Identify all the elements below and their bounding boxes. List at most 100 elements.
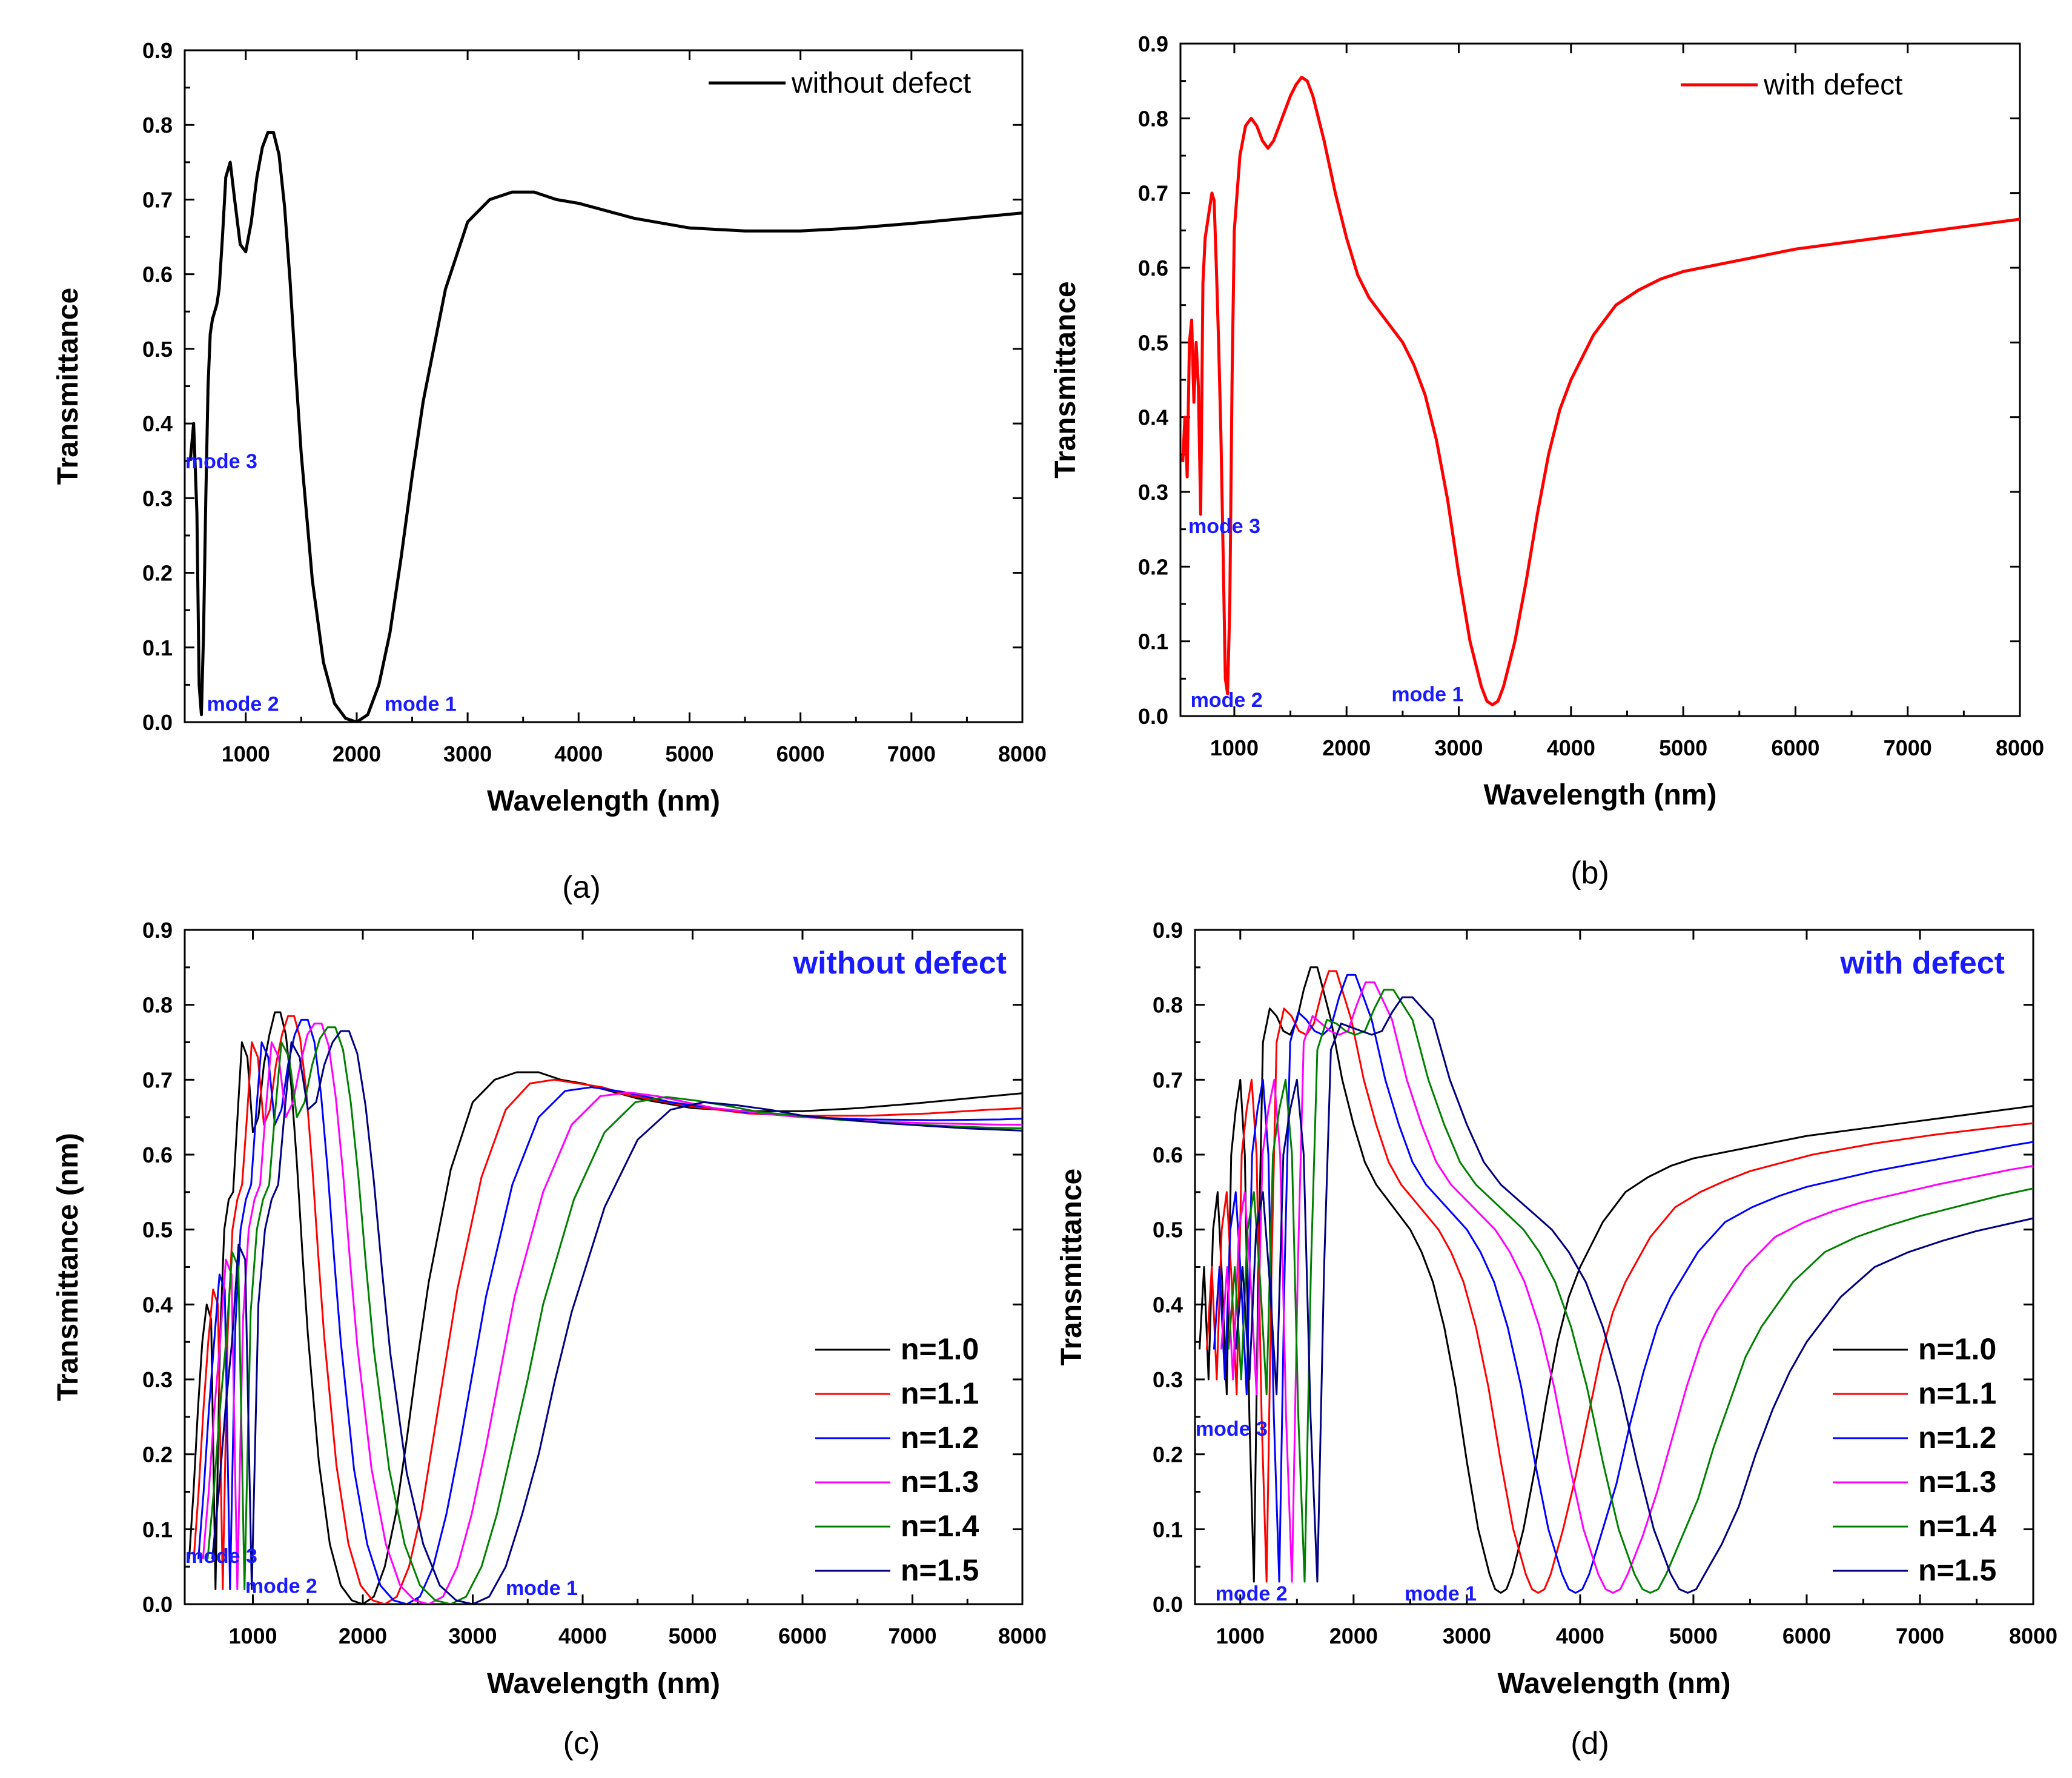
x-tick-label: 3000	[1443, 1624, 1491, 1648]
x-axis-title: Wavelength (nm)	[487, 1668, 720, 1700]
x-tick-label: 4000	[554, 741, 603, 766]
y-tick-label: 0.1	[1153, 1517, 1183, 1542]
y-tick-label: 0.3	[1153, 1367, 1183, 1392]
y-tick-label: 0.1	[142, 1517, 173, 1542]
legend: with defect n=1.0 n=1.1 n=1.2 n=1.3 n=1.4 n=1.…	[1833, 946, 2005, 1587]
y-tick-label: 0.4	[1153, 1292, 1183, 1317]
y-tick-label: 0.7	[1138, 181, 1168, 206]
y-tick-label: 0.1	[1138, 629, 1168, 654]
series-line-n=1.1	[1206, 970, 2033, 1594]
x-tick-label: 2000	[339, 1624, 387, 1648]
x-tick-label: 7000	[887, 741, 936, 766]
y-tick-label: 0.6	[1153, 1143, 1183, 1167]
x-tick-label: 2000	[333, 741, 381, 766]
y-tick-label: 0.5	[142, 337, 173, 362]
series-line-without defect	[188, 131, 1022, 722]
y-axis-title: Transmittance	[52, 288, 84, 485]
x-tick-label: 4000	[1556, 1624, 1604, 1648]
legend-entry: n=1.4	[901, 1509, 979, 1543]
x-tick-label: 1000	[222, 741, 270, 766]
legend-entry: n=1.3	[1918, 1465, 1996, 1499]
x-tick-label: 8000	[2009, 1624, 2057, 1648]
panel-label-a: (a)	[562, 870, 601, 905]
x-axis-title: Wavelength (nm)	[1498, 1668, 1731, 1700]
x-tick-label: 7000	[1884, 735, 1932, 760]
x-tick-label: 6000	[1782, 1624, 1831, 1648]
legend-entry: n=1.5	[1918, 1553, 1996, 1587]
mode-annotation: mode 3	[185, 450, 257, 473]
y-tick-label: 0.4	[1138, 405, 1168, 430]
series-group	[188, 131, 1022, 722]
x-axis-title: Wavelength (nm)	[487, 785, 720, 817]
legend-entry: with defect	[1763, 69, 1902, 101]
x-tick-label: 6000	[778, 1624, 827, 1648]
series-line-n=1.4	[207, 1026, 1022, 1604]
y-tick-label: 0.4	[142, 411, 173, 436]
mode-annotation: mode 1	[1391, 683, 1463, 706]
x-tick-label: 8000	[998, 1624, 1047, 1648]
series-line-n=1.4	[1227, 989, 2033, 1594]
y-tick-label: 0.7	[142, 187, 173, 212]
y-tick-label: 0.5	[1153, 1218, 1183, 1242]
series-group	[188, 1011, 1022, 1604]
x-tick-label: 8000	[998, 741, 1047, 766]
legend-entry: n=1.0	[1918, 1332, 1996, 1366]
y-tick-label: 0.6	[1138, 256, 1168, 280]
series-line-n=1.0	[1199, 966, 2033, 1594]
y-tick-label: 0.7	[142, 1067, 173, 1092]
y-tick-label: 0.3	[1138, 480, 1168, 505]
legend-entry: n=1.1	[901, 1376, 979, 1410]
mode-annotation: mode 1	[506, 1577, 578, 1600]
x-tick-label: 1000	[1210, 735, 1259, 760]
legend: without defect n=1.0 n=1.1 n=1.2 n=1.3 n=1.4 n…	[793, 946, 1007, 1587]
x-tick-label: 5000	[668, 1624, 717, 1648]
x-axis-title: Wavelength (nm)	[1484, 779, 1717, 811]
y-tick-label: 0.0	[1153, 1592, 1183, 1617]
mode-annotation: mode 3	[1196, 1418, 1268, 1441]
x-tick-label: 7000	[1896, 1624, 1944, 1648]
panel-d: 1000 2000 3000 4000 5000 6000 7000 8000 0.0 0.1 0.…	[1056, 918, 2057, 1700]
y-tick-label: 0.2	[1138, 554, 1168, 579]
panel-label-b: (b)	[1571, 855, 1609, 891]
x-tick-label: 3000	[1434, 735, 1483, 760]
y-tick-label: 0.9	[1138, 32, 1168, 56]
panel-a: 1000 2000 3000 4000 5000 6000 7000 8000 0.0 0.1 0.…	[52, 38, 1047, 817]
legend-entry: n=1.2	[1918, 1421, 1996, 1455]
y-axis-title: Transmittance	[1050, 281, 1082, 478]
x-tick-label: 7000	[888, 1624, 936, 1648]
series-group	[1181, 76, 2020, 706]
y-axis-title: Transmittance (nm)	[52, 1133, 84, 1401]
x-tick-label: 6000	[776, 741, 825, 766]
series-line-n=1.5	[211, 1030, 1022, 1604]
legend-header: without defect	[793, 946, 1007, 981]
legend-entry: n=1.5	[901, 1553, 979, 1587]
legend-entry: n=1.0	[901, 1332, 979, 1366]
y-tick-label: 0.5	[1138, 330, 1168, 355]
mode-annotation: mode 3	[1188, 515, 1260, 538]
x-tick-label: 2000	[1329, 1624, 1378, 1648]
mode-annotation: mode 2	[1216, 1582, 1288, 1605]
y-tick-label: 0.8	[1138, 106, 1168, 131]
series-line-n=1.3	[1220, 981, 2033, 1594]
y-tick-label: 0.3	[142, 1367, 173, 1392]
x-tick-label: 5000	[1669, 1624, 1718, 1648]
y-tick-label: 0.7	[1153, 1067, 1183, 1092]
mode-annotation: mode 1	[385, 693, 457, 716]
legend: without defect	[709, 67, 971, 99]
x-tick-label: 3000	[443, 741, 492, 766]
legend-entry: n=1.3	[901, 1465, 979, 1499]
y-tick-label: 0.0	[1138, 704, 1168, 729]
legend-entry: n=1.1	[1918, 1376, 1996, 1410]
legend-entry: n=1.4	[1918, 1509, 1996, 1543]
x-tick-label: 4000	[1547, 735, 1595, 760]
y-tick-label: 0.0	[142, 1592, 173, 1617]
panel-label-c: (c)	[563, 1726, 600, 1761]
legend: with defect	[1681, 69, 1902, 101]
x-tick-label: 8000	[1996, 735, 2044, 760]
x-tick-label: 5000	[1659, 735, 1707, 760]
legend-entry: without defect	[791, 67, 971, 99]
panel-c: 1000 2000 3000 4000 5000 6000 7000 8000 0.0 0.1 0.…	[52, 918, 1047, 1700]
y-tick-label: 0.2	[142, 561, 173, 586]
series-line-n=1.1	[193, 1015, 1022, 1604]
